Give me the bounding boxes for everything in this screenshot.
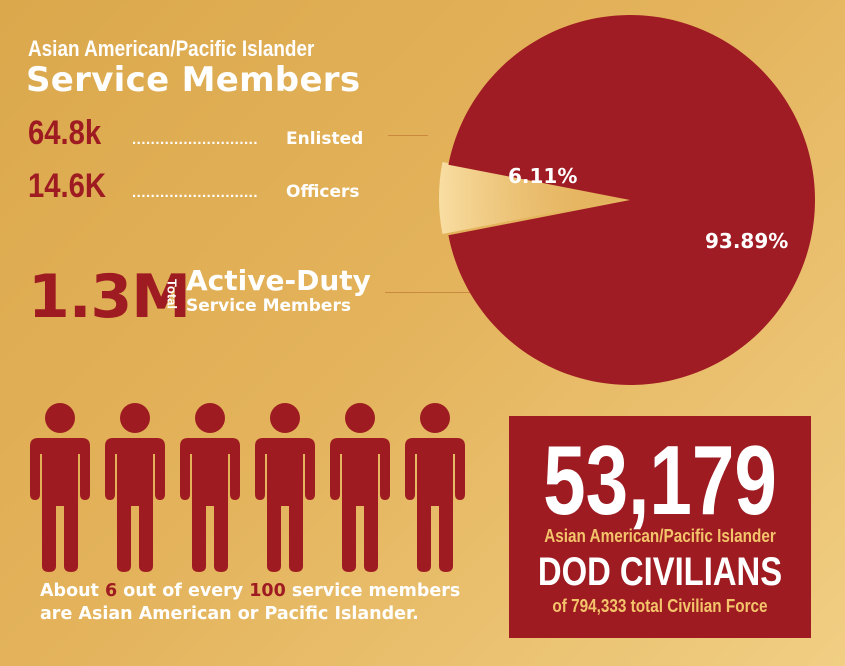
pie-slice-other	[448, 15, 815, 386]
caption-number-100: 100	[249, 581, 286, 601]
caption-text-b: out of every	[117, 581, 250, 601]
pie-chart: 6.11% 93.89%	[439, 15, 815, 386]
officers-dots: ...........................	[132, 184, 259, 201]
person-icon	[105, 403, 165, 572]
civilians-panel: 53,179 Asian American/Pacific Islander D…	[509, 416, 811, 638]
total-value: 1.3M	[28, 262, 191, 332]
enlisted-dots: ...........................	[132, 131, 259, 148]
service-members-label: Service Members	[186, 296, 351, 316]
enlisted-label: Enlisted	[286, 129, 364, 149]
civilians-number: 53,179	[543, 425, 777, 535]
caption-line-1: About 6 out of every 100 service members	[40, 580, 460, 603]
people-icon-row	[28, 402, 467, 572]
title-line-2: Service Members	[26, 60, 361, 100]
total-vertical-text: Total	[164, 278, 180, 310]
officers-label: Officers	[286, 182, 360, 202]
civilian-force-total: of 794,333 total Civilian Force	[552, 596, 768, 616]
person-icon	[180, 403, 240, 572]
caption-number-6: 6	[105, 581, 118, 601]
person-icon	[255, 403, 315, 572]
total-vertical-label: Total	[164, 270, 180, 318]
pie-slice-aapi	[439, 161, 628, 235]
person-icon	[330, 403, 390, 572]
officers-value: 14.6K	[28, 167, 107, 205]
leader-line-total	[385, 292, 471, 293]
enlisted-value: 64.8k	[28, 114, 102, 152]
person-icon	[405, 403, 465, 572]
caption-text-c: service members	[285, 581, 461, 601]
stat-enlisted: 64.8k ........................... Enlist…	[28, 114, 363, 154]
pie-label-other: 93.89%	[705, 229, 788, 253]
person-icon	[30, 403, 90, 572]
caption: About 6 out of every 100 service members…	[40, 580, 460, 626]
leader-line-enlisted	[388, 135, 428, 136]
caption-line-2: are Asian American or Pacific Islander.	[40, 604, 419, 624]
title-line-1: Asian American/Pacific Islander	[28, 36, 315, 61]
pie-label-aapi: 6.11%	[508, 164, 577, 188]
stat-officers: 14.6K ........................... Office…	[28, 167, 360, 207]
civilians-group-label: Asian American/Pacific Islander	[544, 526, 776, 546]
dod-civilians-heading: DOD CIVILIANS	[537, 550, 783, 594]
caption-text-a: About	[40, 581, 106, 601]
active-duty-label: Active-Duty	[186, 264, 371, 297]
